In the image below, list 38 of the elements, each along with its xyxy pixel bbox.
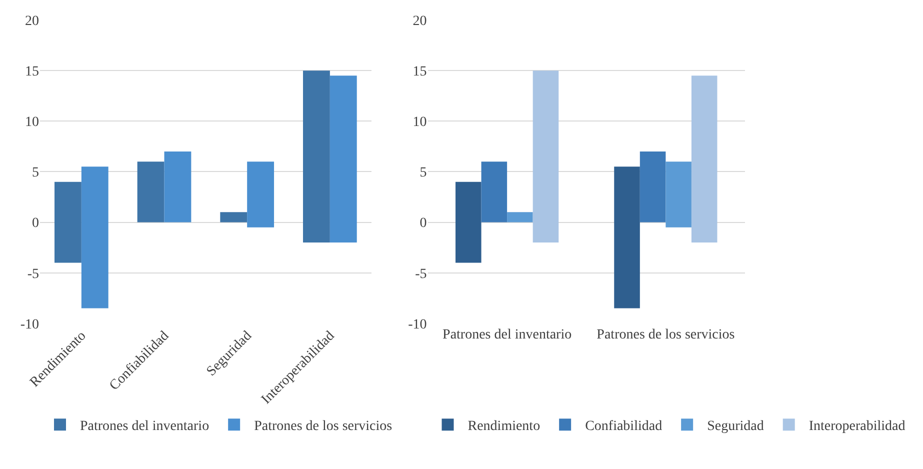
bar (247, 162, 274, 228)
y-tick-label: 20 (25, 14, 39, 29)
bar (481, 162, 508, 222)
bar (691, 76, 718, 243)
y-tick-label: 5 (420, 166, 427, 181)
y-tick-label: -5 (415, 266, 427, 282)
x-tick-label: Patrones del inventario (442, 327, 572, 342)
bar (532, 70, 559, 243)
legend-label: Interoperabilidad (808, 419, 906, 434)
y-tick-label: 10 (412, 115, 427, 130)
y-tick-label: 20 (412, 14, 427, 29)
x-tick-label: Patrones de los servicios (596, 327, 735, 342)
y-tick-label: 5 (32, 166, 39, 181)
y-tick-label: -5 (27, 266, 39, 282)
y-tick-label: 0 (32, 216, 39, 232)
bar (81, 166, 108, 308)
bar (137, 162, 164, 222)
y-tick-label: 15 (412, 64, 427, 80)
bar (303, 70, 330, 243)
bar (666, 162, 692, 228)
y-tick-label: 10 (25, 115, 39, 130)
bar (330, 76, 357, 243)
legend-label: Patrones de los servicios (254, 419, 392, 434)
y-tick-label: -10 (20, 317, 39, 332)
bar (614, 166, 640, 308)
legend-label: Confiabilidad (585, 419, 662, 434)
bar (220, 212, 248, 222)
bar (456, 182, 482, 263)
y-tick-label: 0 (420, 216, 427, 232)
legend-label: Seguridad (707, 419, 764, 434)
legend-label: Rendimiento (468, 419, 540, 434)
legend-label: Patrones del inventario (80, 419, 210, 434)
y-tick-label: 15 (25, 64, 39, 80)
y-tick-label: -10 (408, 317, 427, 332)
bar (164, 151, 192, 222)
bar (640, 151, 666, 222)
bar (507, 212, 533, 222)
bar (54, 182, 82, 263)
